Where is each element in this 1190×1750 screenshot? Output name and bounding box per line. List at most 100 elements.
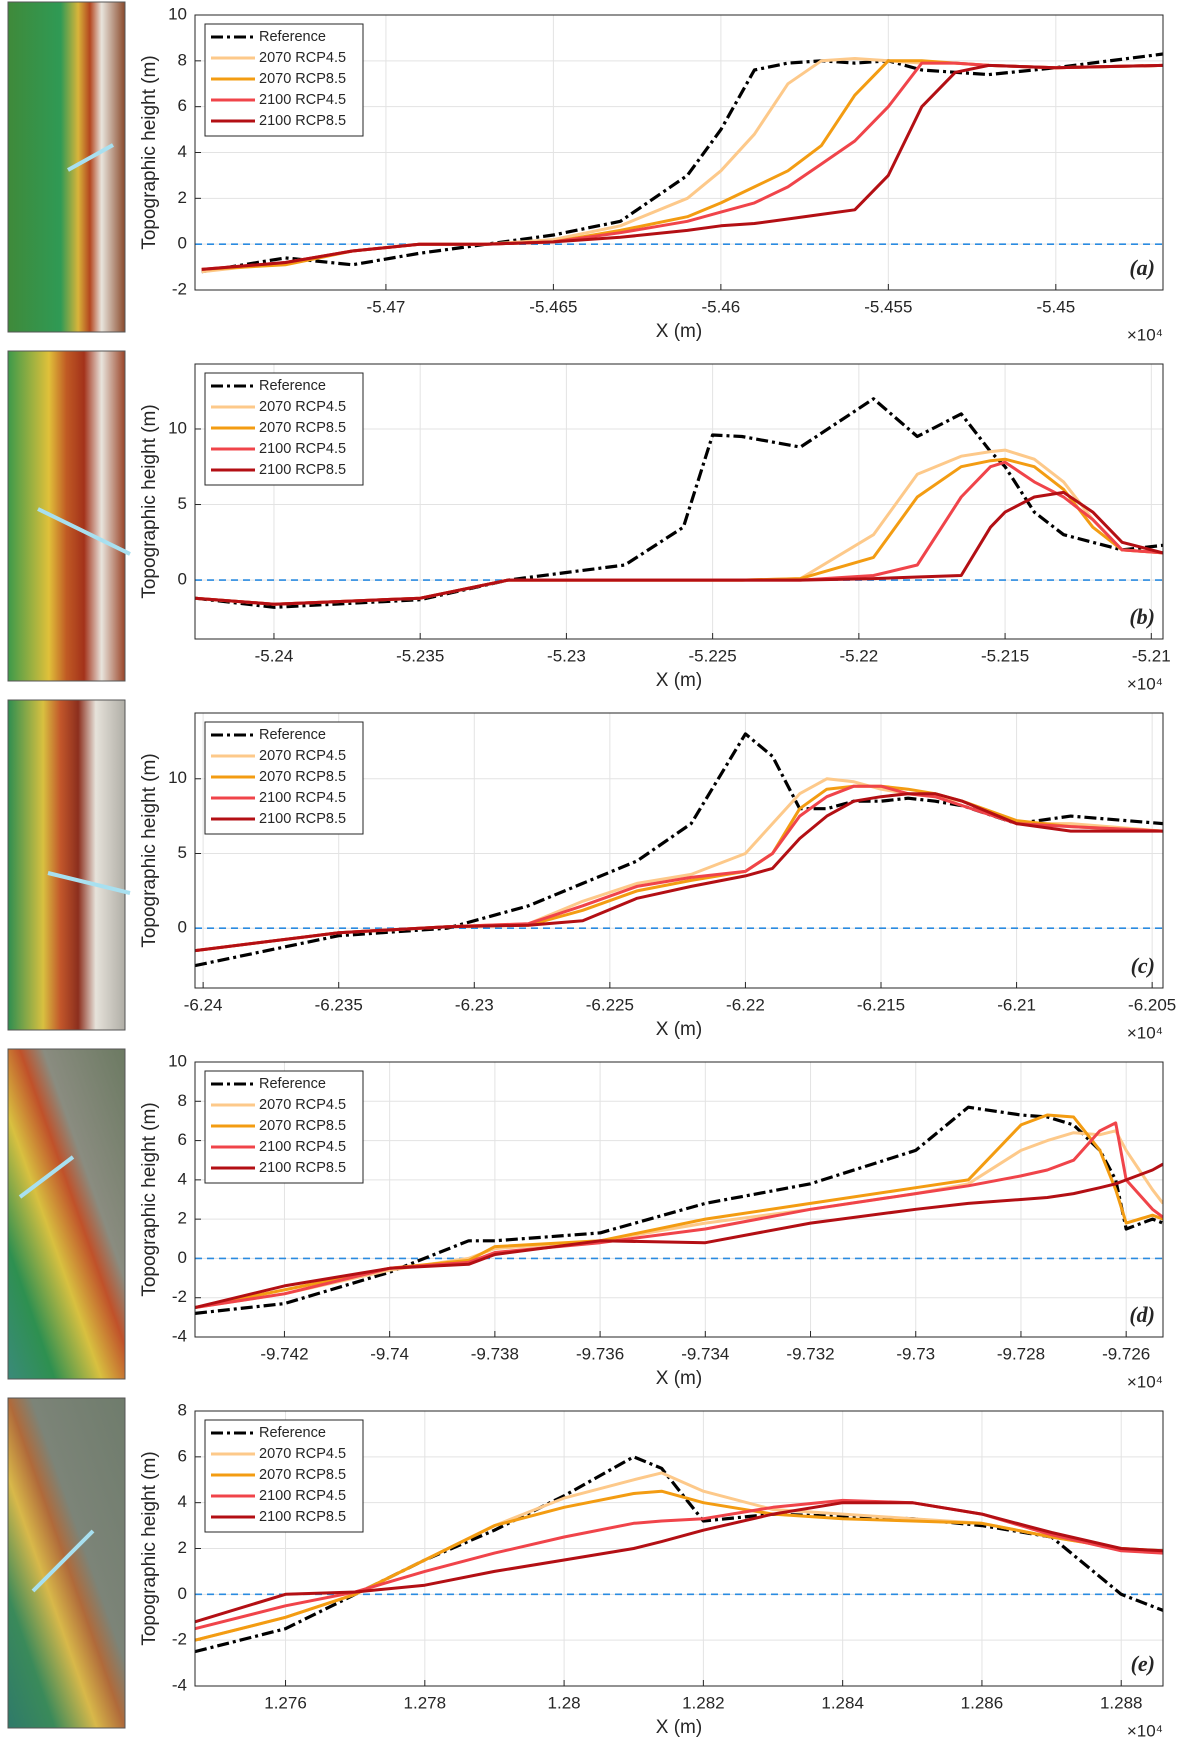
x-tick-label: -5.225 (689, 646, 737, 665)
y-tick-label: 0 (178, 1248, 187, 1267)
y-axis-label: Topographic height (m) (139, 753, 160, 947)
y-tick-label: 4 (178, 1492, 187, 1511)
y-tick-label: -4 (172, 1326, 187, 1345)
x-tick-label: -9.73 (896, 1344, 935, 1363)
legend-label: 2070 RCP4.5 (259, 399, 346, 415)
legend-label: 2100 RCP4.5 (259, 1139, 346, 1155)
x-tick-label: -9.734 (681, 1344, 729, 1363)
panel-label: (d) (1129, 1302, 1155, 1327)
legend-label: 2070 RCP4.5 (259, 1097, 346, 1113)
x-tick-label: -5.45 (1036, 297, 1075, 316)
y-tick-label: 10 (168, 1051, 187, 1070)
legend-label: 2100 RCP8.5 (259, 113, 346, 129)
x-tick-label: 1.276 (264, 1693, 307, 1712)
x-scale-label: ×10⁴ (1127, 1721, 1163, 1740)
panel-label: (c) (1131, 953, 1155, 978)
y-tick-label: 0 (178, 234, 187, 253)
x-axis-label: X (m) (656, 1019, 702, 1040)
legend-label: 2100 RCP4.5 (259, 92, 346, 108)
legend-label: 2070 RCP4.5 (259, 1446, 346, 1462)
legend-label: Reference (259, 1076, 326, 1092)
x-tick-label: -9.738 (471, 1344, 519, 1363)
y-axis-label: Topographic height (m) (139, 1102, 160, 1296)
legend-label: 2070 RCP8.5 (259, 769, 346, 785)
thumbnail (8, 1398, 125, 1728)
legend-label: Reference (259, 29, 326, 45)
y-axis-label: Topographic height (m) (139, 1451, 160, 1645)
x-axis-label: X (m) (656, 670, 702, 691)
x-scale-label: ×10⁴ (1127, 1372, 1163, 1391)
y-tick-label: -2 (172, 1287, 187, 1306)
legend-label: 2100 RCP8.5 (259, 1509, 346, 1525)
y-tick-label: 4 (178, 142, 187, 161)
y-tick-label: 5 (178, 843, 187, 862)
y-tick-label: 8 (178, 1091, 187, 1110)
x-tick-label: -6.23 (455, 995, 494, 1014)
x-tick-label: -5.455 (864, 297, 912, 316)
y-tick-label: 4 (178, 1169, 187, 1188)
legend-label: 2100 RCP4.5 (259, 1488, 346, 1504)
y-tick-label: 0 (178, 918, 187, 937)
y-tick-label: 2 (178, 1538, 187, 1557)
x-tick-label: -6.21 (997, 995, 1036, 1014)
legend-label: 2070 RCP4.5 (259, 50, 346, 66)
x-tick-label: 1.286 (961, 1693, 1004, 1712)
legend-label: 2100 RCP4.5 (259, 441, 346, 457)
y-tick-label: 6 (178, 1446, 187, 1465)
x-tick-label: -5.24 (255, 646, 294, 665)
y-tick-label: -4 (172, 1675, 187, 1694)
x-tick-label: -5.22 (839, 646, 878, 665)
y-tick-label: 2 (178, 1209, 187, 1228)
x-tick-label: -6.205 (1128, 995, 1176, 1014)
legend-label: 2070 RCP8.5 (259, 1467, 346, 1483)
x-tick-label: 1.282 (682, 1693, 725, 1712)
legend-label: 2070 RCP8.5 (259, 71, 346, 87)
legend-label: 2100 RCP4.5 (259, 790, 346, 806)
panel-label: (a) (1129, 255, 1155, 280)
x-tick-label: -6.235 (315, 995, 363, 1014)
x-tick-label: -5.21 (1132, 646, 1171, 665)
x-tick-label: -9.726 (1102, 1344, 1150, 1363)
y-tick-label: 10 (168, 768, 187, 787)
x-tick-label: -5.47 (367, 297, 406, 316)
x-tick-label: 1.284 (821, 1693, 864, 1712)
y-tick-label: 6 (178, 96, 187, 115)
figure: -5.47-5.465-5.46-5.455-5.45-20246810Refe… (0, 0, 1190, 1750)
x-tick-label: -5.235 (396, 646, 444, 665)
y-tick-label: 10 (168, 418, 187, 437)
x-tick-label: -9.728 (997, 1344, 1045, 1363)
legend-label: Reference (259, 1425, 326, 1441)
legend-label: 2070 RCP8.5 (259, 1118, 346, 1134)
legend-label: 2070 RCP8.5 (259, 420, 346, 436)
x-tick-label: -6.215 (857, 995, 905, 1014)
x-scale-label: ×10⁴ (1127, 325, 1163, 344)
x-axis-label: X (m) (656, 321, 702, 342)
thumbnail (8, 700, 125, 1030)
x-scale-label: ×10⁴ (1127, 674, 1163, 693)
x-tick-label: 1.288 (1100, 1693, 1143, 1712)
y-tick-label: 0 (178, 570, 187, 589)
y-tick-label: 8 (178, 50, 187, 69)
x-tick-label: -5.46 (701, 297, 740, 316)
legend-label: 2100 RCP8.5 (259, 811, 346, 827)
legend-label: 2100 RCP8.5 (259, 462, 346, 478)
y-tick-label: 8 (178, 1400, 187, 1419)
thumbnail (8, 351, 125, 681)
x-tick-label: -9.732 (786, 1344, 834, 1363)
y-tick-label: 6 (178, 1130, 187, 1149)
y-tick-label: -2 (172, 1630, 187, 1649)
legend-label: 2100 RCP8.5 (259, 1160, 346, 1176)
x-axis-label: X (m) (656, 1368, 702, 1389)
y-axis-label: Topographic height (m) (139, 55, 160, 249)
x-scale-label: ×10⁴ (1127, 1023, 1163, 1042)
thumbnail (8, 1049, 125, 1379)
y-axis-label: Topographic height (m) (139, 404, 160, 598)
x-tick-label: -9.736 (576, 1344, 624, 1363)
panel-label: (e) (1131, 1651, 1155, 1676)
thumbnail (8, 2, 125, 332)
y-tick-label: 5 (178, 494, 187, 513)
x-tick-label: -6.22 (726, 995, 765, 1014)
legend-label: Reference (259, 378, 326, 394)
legend-label: Reference (259, 727, 326, 743)
x-tick-label: -5.215 (981, 646, 1029, 665)
